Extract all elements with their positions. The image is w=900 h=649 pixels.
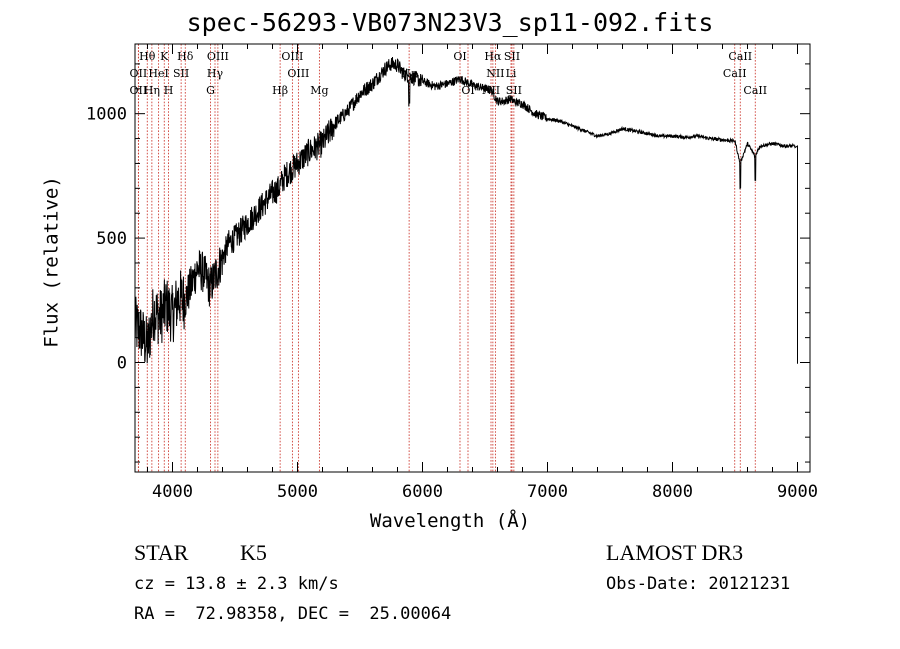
emission-line-label: SII — [173, 67, 189, 80]
coordinates: RA = 72.98358, DEC = 25.00064 — [134, 604, 452, 624]
emission-line-label: OI — [461, 84, 474, 97]
emission-line-label: SII — [506, 84, 522, 97]
plot-axes: 4000 5000 6000 7000 8000 9000 0 500 1000 — [86, 43, 818, 502]
emission-line-label: NII — [486, 67, 504, 80]
y-axis-label: Flux (relative) — [40, 176, 63, 348]
plot-frame — [134, 43, 811, 473]
x-tick-label: 5000 — [277, 482, 318, 502]
x-tick-label: 8000 — [652, 482, 693, 502]
redshift-cz: cz = 13.8 ± 2.3 km/s — [134, 574, 339, 594]
emission-line-label: Hδ — [177, 50, 194, 63]
y-tick-label: 1000 — [86, 105, 127, 125]
emission-line-label: OII — [130, 67, 148, 80]
emission-line-label: OII — [130, 84, 148, 97]
emission-line-label: Na — [401, 67, 418, 80]
emission-line-label: OIII — [207, 50, 229, 63]
object-subclass: K5 — [240, 540, 267, 565]
emission-line-label: Hη — [144, 84, 160, 97]
emission-line-label: Hγ — [207, 67, 224, 80]
chart-title: spec-56293-VB073N23V3_sp11-092.fits — [186, 8, 714, 37]
observation-date: Obs-Date: 20121231 — [606, 574, 791, 594]
spectrum-series — [134, 56, 798, 364]
emission-line-label: NII — [482, 84, 500, 97]
emission-line-markers — [137, 44, 756, 472]
emission-line-label: OIII — [281, 50, 303, 63]
emission-line-label: G — [206, 84, 215, 97]
emission-line-label: OI — [453, 50, 466, 63]
emission-line-label: SII — [504, 50, 520, 63]
emission-line-label: CaII — [743, 84, 767, 97]
y-tick-label: 0 — [117, 354, 127, 374]
emission-line-label: CaII — [723, 67, 747, 80]
emission-line-label: Mg — [310, 84, 328, 97]
object-class: STAR — [134, 540, 189, 565]
spectrum-line — [134, 56, 798, 364]
emission-line-label: Hθ — [139, 50, 156, 63]
emission-line-label: H — [164, 84, 174, 97]
emission-line-label: K — [160, 50, 169, 63]
survey-name: LAMOST DR3 — [606, 540, 744, 565]
emission-line-label: Hα — [484, 50, 502, 63]
emission-line-label: Hβ — [272, 84, 288, 97]
x-tick-label: 9000 — [777, 482, 818, 502]
emission-line-label: HeI — [148, 67, 168, 80]
emission-line-label: OIII — [287, 67, 309, 80]
y-tick-label: 500 — [96, 229, 127, 249]
x-tick-label: 6000 — [402, 482, 443, 502]
x-axis-label: Wavelength (Å) — [369, 510, 531, 532]
x-tick-label: 4000 — [152, 482, 193, 502]
emission-line-label: Li — [506, 67, 517, 80]
emission-line-label: CaII — [728, 50, 752, 63]
x-tick-label: 7000 — [527, 482, 568, 502]
